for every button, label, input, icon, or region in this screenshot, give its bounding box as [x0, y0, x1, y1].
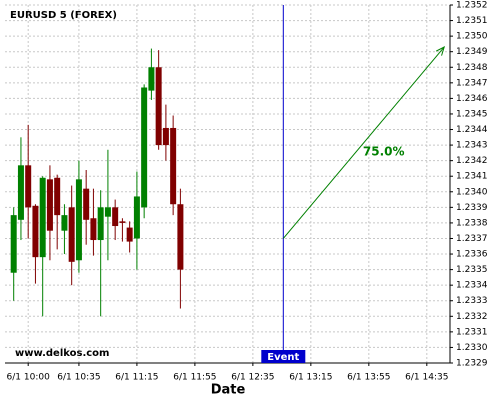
y-tick-label: 1.2342 [456, 156, 488, 166]
candle-body [54, 177, 61, 216]
candle-body [83, 188, 90, 220]
candle-body [148, 67, 155, 91]
x-tick-label: 6/1 12:35 [231, 373, 274, 383]
y-tick-label: 1.2334 [456, 281, 488, 291]
y-tick-label: 1.2347 [456, 78, 488, 88]
candle-body [17, 165, 24, 220]
candle-body [32, 205, 39, 258]
candle-body [170, 127, 177, 205]
candle-body [25, 165, 32, 208]
watermark: www.delkos.com [15, 348, 109, 359]
candle-body [75, 179, 82, 261]
y-tick-label: 1.2346 [456, 94, 488, 104]
y-tick-label: 1.2340 [456, 187, 488, 197]
y-tick-label: 1.2331 [456, 327, 488, 337]
y-tick-label: 1.2344 [456, 125, 488, 135]
candle-body [90, 218, 97, 241]
y-tick-label: 1.2332 [456, 312, 488, 322]
x-tick-label: 6/1 11:15 [115, 373, 158, 383]
candle-body [177, 204, 184, 270]
candle-body [39, 177, 46, 258]
y-tick-label: 1.2343 [456, 141, 488, 151]
chart-title: EURUSD 5 (FOREX) [10, 10, 117, 21]
candle-body [104, 207, 111, 217]
projection-label: 75.0% [363, 144, 405, 158]
y-tick-label: 1.2345 [456, 109, 488, 119]
candle-body [126, 227, 133, 242]
candle-body [46, 179, 53, 231]
y-tick-label: 1.2339 [456, 203, 488, 213]
y-tick-label: 1.2350 [456, 32, 488, 42]
y-tick-label: 1.2335 [456, 265, 488, 275]
y-tick-label: 1.2333 [456, 296, 488, 306]
arrow-head [435, 46, 446, 56]
y-tick-label: 1.2336 [456, 250, 488, 260]
y-tick-label: 1.2338 [456, 218, 488, 228]
x-tick-label: 6/1 13:15 [289, 373, 332, 383]
candle-body [155, 67, 162, 146]
candle-body [141, 87, 148, 208]
candle-body [119, 221, 126, 223]
y-tick-label: 1.2330 [456, 343, 488, 353]
y-tick-label: 1.2349 [456, 47, 488, 57]
y-tick-label: 1.2341 [456, 172, 488, 182]
x-tick-label: 6/1 10:35 [57, 373, 100, 383]
event-label: Event [267, 352, 299, 363]
x-tick-label: 6/1 10:00 [7, 373, 51, 383]
x-tick-label: 6/1 13:55 [347, 373, 390, 383]
y-tick-label: 1.2329 [456, 359, 488, 369]
x-axis-label: Date [211, 383, 246, 398]
candle-body [162, 127, 169, 146]
event-label-box [261, 350, 306, 363]
candle-body [10, 215, 17, 273]
candle-body [97, 207, 104, 241]
candle-body [68, 207, 75, 262]
y-tick-label: 1.2337 [456, 234, 488, 244]
x-tick-label: 6/1 14:35 [405, 373, 448, 383]
candle-body [133, 196, 140, 239]
candle-body [112, 207, 119, 227]
y-tick-label: 1.2348 [456, 63, 488, 73]
y-tick-label: 1.2352 [456, 1, 488, 11]
projection-arrow [282, 46, 445, 239]
y-tick-label: 1.2351 [456, 16, 488, 26]
candle-body [61, 215, 68, 231]
x-tick-label: 6/1 11:55 [173, 373, 216, 383]
